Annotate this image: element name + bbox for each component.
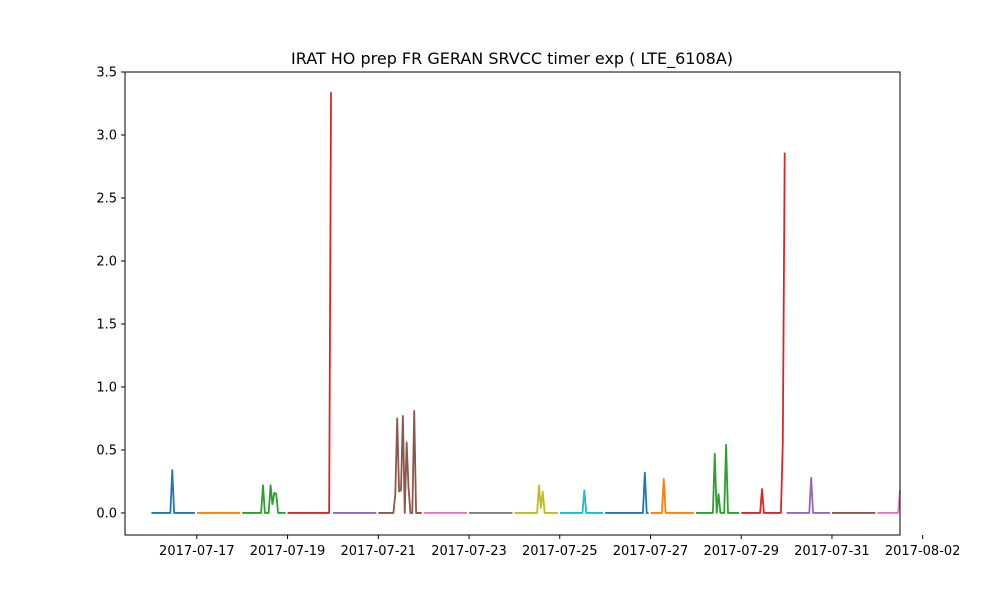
series-line-15 bbox=[786, 476, 831, 514]
y-tick-label: 2.0 bbox=[96, 254, 117, 269]
x-tick-label: 2017-08-02 bbox=[885, 544, 961, 559]
y-tick-label: 3.0 bbox=[96, 128, 117, 143]
y-tick-label: 1.0 bbox=[96, 380, 117, 395]
x-tick-label: 2017-07-27 bbox=[613, 544, 689, 559]
series-line-10 bbox=[559, 489, 604, 514]
x-tick-label: 2017-07-23 bbox=[431, 544, 507, 559]
series-line-6 bbox=[378, 410, 422, 514]
series-line-11 bbox=[605, 471, 649, 514]
y-tick-label: 0.0 bbox=[96, 506, 117, 521]
x-tick-label: 2017-07-25 bbox=[522, 544, 598, 559]
y-tick-label: 3.5 bbox=[96, 66, 117, 81]
series-line-4 bbox=[287, 92, 332, 514]
x-tick-label: 2017-07-31 bbox=[794, 544, 870, 559]
series-line-17 bbox=[877, 490, 901, 514]
series-line-12 bbox=[650, 478, 694, 514]
series-line-13 bbox=[695, 444, 740, 514]
series-line-3 bbox=[242, 484, 286, 514]
y-tick-label: 0.5 bbox=[96, 443, 117, 458]
x-tick-label: 2017-07-29 bbox=[703, 544, 779, 559]
series-line-9 bbox=[514, 484, 558, 514]
y-tick-label: 2.5 bbox=[96, 191, 117, 206]
y-axis-ticks: 0.0 0.5 1.0 1.5 2.0 2.5 3.0 3.5 bbox=[96, 66, 125, 521]
x-axis-ticks: 2017-07-17 2017-07-19 2017-07-21 2017-07-23… bbox=[159, 535, 960, 559]
plot-frame bbox=[124, 71, 901, 536]
series-line-14 bbox=[741, 152, 786, 514]
y-tick-label: 1.5 bbox=[96, 317, 117, 332]
series-layer bbox=[151, 92, 901, 514]
x-tick-label: 2017-07-19 bbox=[250, 544, 326, 559]
x-tick-label: 2017-07-17 bbox=[159, 544, 235, 559]
series-line-1 bbox=[151, 469, 195, 514]
x-tick-label: 2017-07-21 bbox=[341, 544, 417, 559]
chart-title: IRAT HO prep FR GERAN SRVCC timer exp ( … bbox=[291, 49, 733, 69]
